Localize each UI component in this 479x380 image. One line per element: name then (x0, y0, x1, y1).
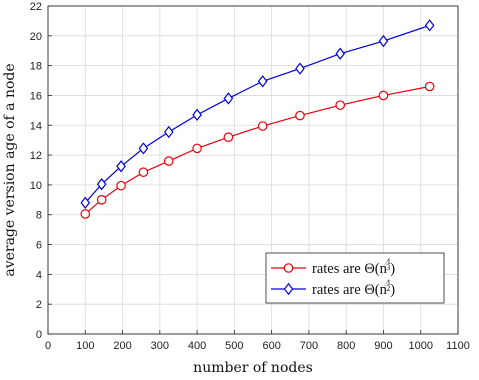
x-tick-label: 200 (113, 340, 131, 352)
y-tick-label: 12 (30, 150, 42, 162)
series-layer (80, 19, 435, 219)
x-tick-label: 300 (151, 340, 169, 352)
data-point (295, 62, 305, 75)
x-tick-label: 1100 (446, 340, 470, 352)
data-point (192, 108, 202, 122)
axis-ticks: 0 100 200 300 400 500 600 700 800 900 1000 1100 0 2 4 6… (30, 1, 470, 352)
data-point (378, 34, 389, 48)
data-point (223, 92, 234, 105)
x-tick-label: 600 (262, 340, 280, 352)
data-point (96, 177, 107, 191)
data-point (80, 209, 91, 219)
data-point (424, 19, 435, 32)
x-tick-label: 1000 (408, 340, 432, 352)
legend-item: rates are Θ(n1⁄2) (271, 278, 395, 298)
x-tick-label: 0 (45, 340, 51, 352)
x-tick-label: 700 (300, 340, 318, 352)
legend-box (265, 252, 445, 304)
y-tick-label: 6 (36, 240, 42, 252)
x-tick-label: 900 (374, 340, 392, 352)
legend-marker (283, 263, 294, 273)
legend-label: rates are Θ(n1⁄3) (312, 257, 395, 277)
data-point (138, 167, 149, 178)
y-tick-label: 14 (30, 120, 42, 132)
data-point (116, 160, 126, 173)
data-point (80, 196, 91, 209)
y-tick-label: 2 (36, 299, 42, 311)
y-tick-label: 0 (36, 329, 42, 341)
data-point (138, 142, 149, 155)
data-point (163, 125, 174, 139)
series-1 (80, 81, 435, 219)
data-point (223, 132, 234, 142)
plot-frame (47, 5, 459, 335)
data-point (192, 143, 202, 154)
data-point (295, 110, 305, 121)
y-tick-label: 16 (30, 90, 42, 102)
legend-label: rates are Θ(n1⁄2) (312, 278, 395, 298)
x-tick-label: 400 (188, 340, 206, 352)
series-2 (80, 19, 435, 209)
x-tick-label: 500 (225, 340, 243, 352)
y-tick-label: 20 (30, 31, 42, 43)
data-point (335, 47, 346, 60)
y-axis-label: average version age of a node (2, 63, 18, 276)
legend-marker (283, 282, 294, 296)
series-line (84, 24, 430, 204)
legend: rates are Θ(n1⁄3)rates are Θ(n1⁄2) (265, 252, 445, 304)
data-point (257, 75, 268, 88)
x-axis-label: number of nodes (193, 360, 313, 376)
y-tick-label: 18 (30, 61, 42, 73)
x-tick-label: 100 (76, 340, 94, 352)
data-point (424, 81, 435, 92)
grid (48, 6, 458, 334)
y-tick-label: 22 (30, 1, 42, 13)
legend-item: rates are Θ(n1⁄3) (271, 257, 395, 277)
y-tick-label: 10 (30, 180, 42, 192)
data-point (96, 195, 107, 205)
data-point (378, 90, 389, 101)
data-point (335, 100, 346, 110)
y-tick-label: 4 (36, 269, 42, 281)
x-tick-label: 800 (337, 340, 355, 352)
y-tick-label: 8 (36, 210, 42, 222)
data-point (257, 121, 268, 131)
data-point (163, 156, 174, 166)
data-point (116, 180, 126, 191)
